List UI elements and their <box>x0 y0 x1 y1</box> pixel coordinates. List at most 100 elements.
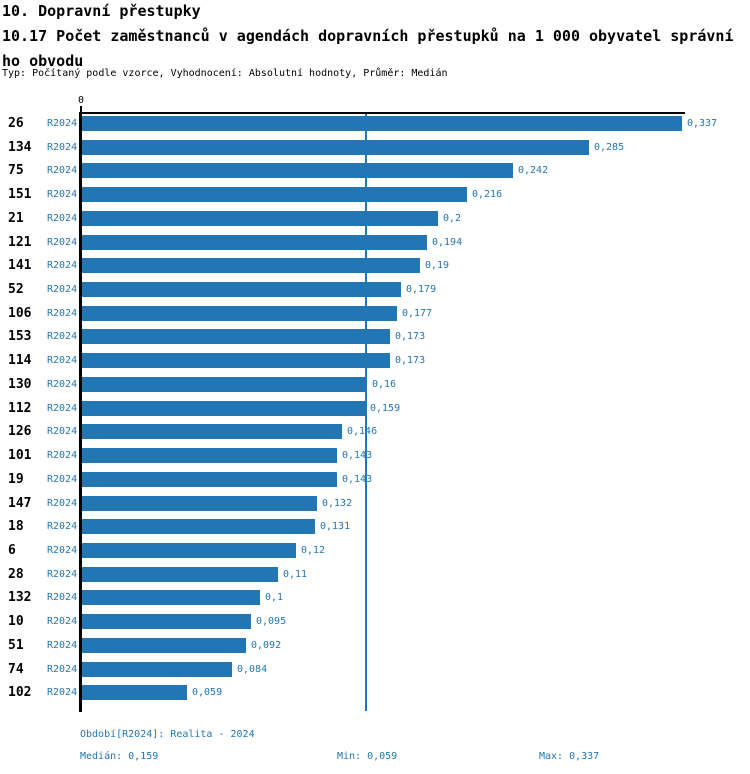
bar-row: 19 R2024 0,143 <box>0 471 750 487</box>
bar[interactable] <box>82 116 682 131</box>
bar[interactable] <box>82 234 427 250</box>
row-id-label: 21 <box>8 210 24 226</box>
x-axis-zero-tick-label: 0 <box>77 95 85 106</box>
median-reference-line <box>365 114 367 711</box>
row-id-label: 114 <box>8 353 32 369</box>
bar-value-label: 0,19 <box>425 260 450 272</box>
bar-row: 101 R2024 0,143 <box>0 448 750 464</box>
bar-row: 112 R2024 0,159 <box>0 400 750 416</box>
bar-value-label: 0,216 <box>472 189 503 201</box>
row-id-label: 153 <box>8 329 32 345</box>
bar-value-label: 0,177 <box>402 307 433 319</box>
bar[interactable] <box>82 590 260 606</box>
bar[interactable] <box>82 210 438 226</box>
bar-row: 126 R2024 0,146 <box>0 424 750 440</box>
bar-row: 21 R2024 0,2 <box>0 210 750 226</box>
bar-row: 52 R2024 0,179 <box>0 282 750 298</box>
bar-row: 121 R2024 0,194 <box>0 234 750 250</box>
row-series-label: R2024 <box>47 592 78 604</box>
row-series-label: R2024 <box>47 212 78 224</box>
bar[interactable] <box>82 542 296 558</box>
row-id-label: 101 <box>8 448 32 464</box>
footer-max-label: Max: 0,337 <box>539 751 600 762</box>
bar-value-label: 0,179 <box>406 284 437 296</box>
bar[interactable] <box>82 685 187 701</box>
bar-row: 130 R2024 0,16 <box>0 376 750 392</box>
footer-median-label: Medián: 0,159 <box>80 751 159 762</box>
row-series-label: R2024 <box>47 521 78 533</box>
row-series-label: R2024 <box>47 284 78 296</box>
row-series-label: R2024 <box>47 473 78 485</box>
bar[interactable] <box>82 424 342 440</box>
row-id-label: 26 <box>8 116 24 131</box>
bar-value-label: 0,242 <box>518 165 549 177</box>
bar[interactable] <box>82 163 513 179</box>
row-id-label: 74 <box>8 661 24 677</box>
bar[interactable] <box>82 448 337 464</box>
row-id-label: 147 <box>8 495 32 511</box>
bar[interactable] <box>82 519 315 535</box>
row-series-label: R2024 <box>47 118 78 129</box>
bar-value-label: 0,337 <box>687 118 718 129</box>
row-id-label: 141 <box>8 258 32 274</box>
bar-value-label: 0,194 <box>432 236 463 248</box>
footer-min-label: Min: 0,059 <box>337 751 398 762</box>
bar[interactable] <box>82 400 365 416</box>
row-id-label: 28 <box>8 566 24 582</box>
bar-value-label: 0,143 <box>342 473 373 485</box>
bar-row: 6 R2024 0,12 <box>0 542 750 558</box>
bar[interactable] <box>82 614 251 630</box>
bar-row: 134 R2024 0,285 <box>0 139 750 155</box>
row-series-label: R2024 <box>47 141 78 153</box>
row-series-label: R2024 <box>47 497 78 509</box>
row-id-label: 132 <box>8 590 32 606</box>
bar-value-label: 0,173 <box>395 331 426 343</box>
row-series-label: R2024 <box>47 544 78 556</box>
row-series-label: R2024 <box>47 402 78 414</box>
row-id-label: 18 <box>8 519 24 535</box>
bar[interactable] <box>82 637 246 653</box>
row-id-label: 126 <box>8 424 32 440</box>
bar[interactable] <box>82 305 397 321</box>
bar-value-label: 0,132 <box>322 497 353 509</box>
x-axis-line <box>79 112 685 114</box>
bar[interactable] <box>82 329 390 345</box>
chart-meta-line: Typ: Počítaný podle vzorce, Vyhodnocení:… <box>2 68 448 79</box>
bar[interactable] <box>82 376 367 392</box>
row-id-label: 19 <box>8 471 24 487</box>
row-id-label: 106 <box>8 305 32 321</box>
bar-row: 26 R2024 0,337 <box>0 116 750 131</box>
row-series-label: R2024 <box>47 236 78 248</box>
row-id-label: 6 <box>8 542 16 558</box>
bar-value-label: 0,143 <box>342 450 373 462</box>
bar[interactable] <box>82 495 317 511</box>
bar[interactable] <box>82 187 467 203</box>
row-id-label: 112 <box>8 400 32 416</box>
bar[interactable] <box>82 258 420 274</box>
row-id-label: 102 <box>8 685 32 701</box>
bar[interactable] <box>82 661 232 677</box>
bar-value-label: 0,285 <box>594 141 625 153</box>
row-series-label: R2024 <box>47 378 78 390</box>
x-axis-zero-tick <box>80 106 82 113</box>
bar-value-label: 0,084 <box>237 663 268 675</box>
bar[interactable] <box>82 282 401 298</box>
row-id-label: 51 <box>8 637 24 653</box>
bar[interactable] <box>82 566 278 582</box>
bar[interactable] <box>82 353 390 369</box>
bar[interactable] <box>82 471 337 487</box>
bar-row: 106 R2024 0,177 <box>0 305 750 321</box>
bar-row: 10 R2024 0,095 <box>0 614 750 630</box>
bar-row: 28 R2024 0,11 <box>0 566 750 582</box>
bar-row: 18 R2024 0,131 <box>0 519 750 535</box>
row-series-label: R2024 <box>47 307 78 319</box>
bar[interactable] <box>82 139 589 155</box>
footer-period-label: Období[R2024]: Realita - 2024 <box>80 729 255 740</box>
row-series-label: R2024 <box>47 616 78 628</box>
bar-value-label: 0,173 <box>395 355 426 367</box>
bar-value-label: 0,11 <box>283 568 308 580</box>
chart-subtitle-line2: ho obvodu <box>2 52 84 70</box>
bar-row: 75 R2024 0,242 <box>0 163 750 179</box>
bar-row: 147 R2024 0,132 <box>0 495 750 511</box>
chart-title: 10. Dopravní přestupky <box>2 2 201 20</box>
